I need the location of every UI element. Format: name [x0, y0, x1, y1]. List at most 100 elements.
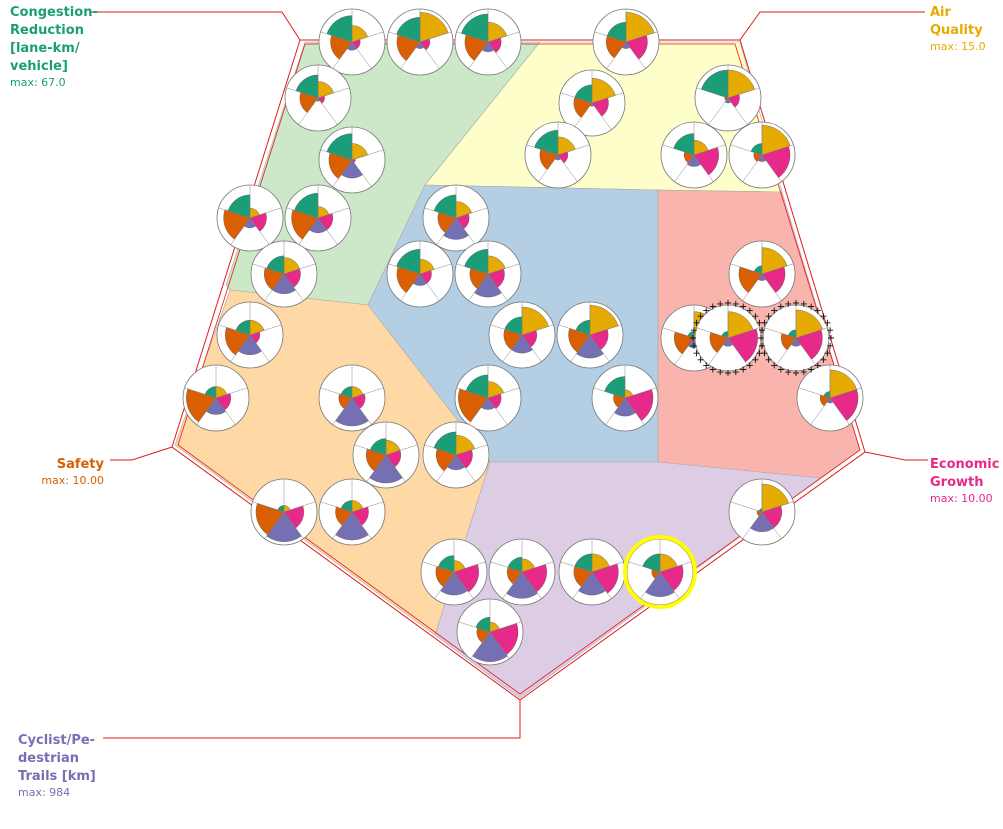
glyph-spoke [419, 41, 440, 69]
glyph-spoke [385, 454, 406, 482]
glyph-spoke [730, 501, 763, 513]
glyph [558, 69, 626, 137]
glyph-spoke [761, 501, 794, 513]
glyph-spoke [591, 561, 624, 573]
glyph [352, 421, 420, 489]
glyph-spoke [625, 41, 646, 69]
marked-ring-tick [758, 335, 764, 341]
glyph-spoke [557, 144, 590, 156]
glyph-spoke [659, 561, 692, 573]
glyph [386, 240, 454, 308]
glyph-sector-trails [266, 511, 302, 542]
glyph-spoke [218, 324, 251, 336]
marked-ring-tick [740, 303, 747, 310]
glyph-spoke [419, 263, 452, 275]
glyph-spoke [487, 263, 520, 275]
glyph-spoke [455, 454, 476, 482]
glyph-spoke [489, 621, 522, 633]
glyph-spoke [708, 337, 729, 365]
glyph-spoke [468, 397, 489, 425]
glyph [318, 8, 386, 76]
glyph-spoke [317, 97, 338, 125]
glyph-sector-safety [458, 388, 489, 423]
glyph-spoke [570, 334, 591, 362]
glyph-spoke [230, 217, 251, 245]
glyph-spoke [560, 92, 593, 104]
marked-ring-tick [824, 319, 831, 326]
axis-max-trails: max: 984 [18, 786, 71, 799]
marked-ring-tick [703, 362, 710, 369]
glyph-spoke [218, 207, 251, 219]
glyph-layer [182, 8, 864, 666]
glyph-spoke [249, 207, 282, 219]
glyph-spoke [589, 334, 610, 362]
glyph-spoke [727, 87, 760, 99]
glyph-spoke [742, 511, 763, 539]
glyph-spoke [521, 324, 554, 336]
marked-ring-tick [746, 307, 753, 314]
marked-ring-tick [785, 369, 792, 376]
glyph-spoke [591, 92, 624, 104]
glyph [758, 300, 834, 376]
glyph-spoke [419, 273, 440, 301]
marked-ring-tick [758, 342, 765, 349]
glyph [694, 64, 762, 132]
glyph-spoke [761, 144, 794, 156]
marked-ring-tick [824, 350, 831, 357]
glyph [456, 598, 524, 666]
marked-ring-tick [690, 335, 696, 341]
marked-ring-tick [793, 300, 799, 306]
glyph-spoke [320, 149, 353, 161]
glyph-spoke [761, 154, 782, 182]
glyph-spoke [286, 87, 319, 99]
glyph-spoke [249, 324, 282, 336]
glyph-spoke [366, 454, 387, 482]
glyph [386, 8, 454, 76]
glyph-spoke [317, 217, 338, 245]
glyph [558, 538, 626, 606]
glyph-spoke [332, 397, 353, 425]
glyph-spoke [436, 454, 457, 482]
glyph-spoke [487, 31, 520, 43]
glyph [422, 421, 490, 489]
glyph-spoke [351, 149, 384, 161]
glyph-spoke [557, 154, 578, 182]
glyph-spoke [455, 444, 488, 456]
marked-ring-tick [725, 370, 731, 376]
axis-label-safety: Safety max: 10.00 [10, 456, 104, 487]
selection-ring [623, 535, 697, 609]
marked-ring-tick [693, 350, 700, 357]
glyph-spoke [249, 334, 270, 362]
marked-ring-tick [690, 327, 697, 334]
glyph-spoke [708, 97, 729, 125]
glyph-spoke [795, 327, 828, 339]
glyph-spoke [558, 324, 591, 336]
glyph-spoke [829, 387, 862, 399]
glyph-spoke [283, 263, 316, 275]
glyph [728, 121, 796, 189]
glyph-spoke [730, 263, 763, 275]
glyph [422, 184, 490, 252]
glyph [284, 64, 352, 132]
glyph-spoke [489, 631, 510, 659]
glyph-spoke [742, 273, 763, 301]
glyph-spoke [727, 97, 748, 125]
glyph-spoke [298, 217, 319, 245]
glyph-spoke [487, 387, 520, 399]
axis-label-trails: Cyclist/Pe- destrian Trails [km] max: 98… [18, 732, 104, 799]
marked-ring-tick [752, 313, 759, 320]
glyph [318, 126, 386, 194]
glyph-spoke [730, 144, 763, 156]
glyph-spoke [332, 159, 353, 187]
glyph-spoke [662, 144, 695, 156]
marked-ring-tick [785, 300, 792, 307]
glyph-spoke [624, 387, 657, 399]
glyph-spoke [456, 31, 489, 43]
glyph [250, 240, 318, 308]
glyph [318, 364, 386, 432]
marked-ring-tick [746, 362, 753, 369]
marked-ring-tick [709, 303, 716, 310]
glyph-spoke [662, 327, 695, 339]
glyph-spoke [502, 334, 523, 362]
glyph-spoke [628, 561, 661, 573]
